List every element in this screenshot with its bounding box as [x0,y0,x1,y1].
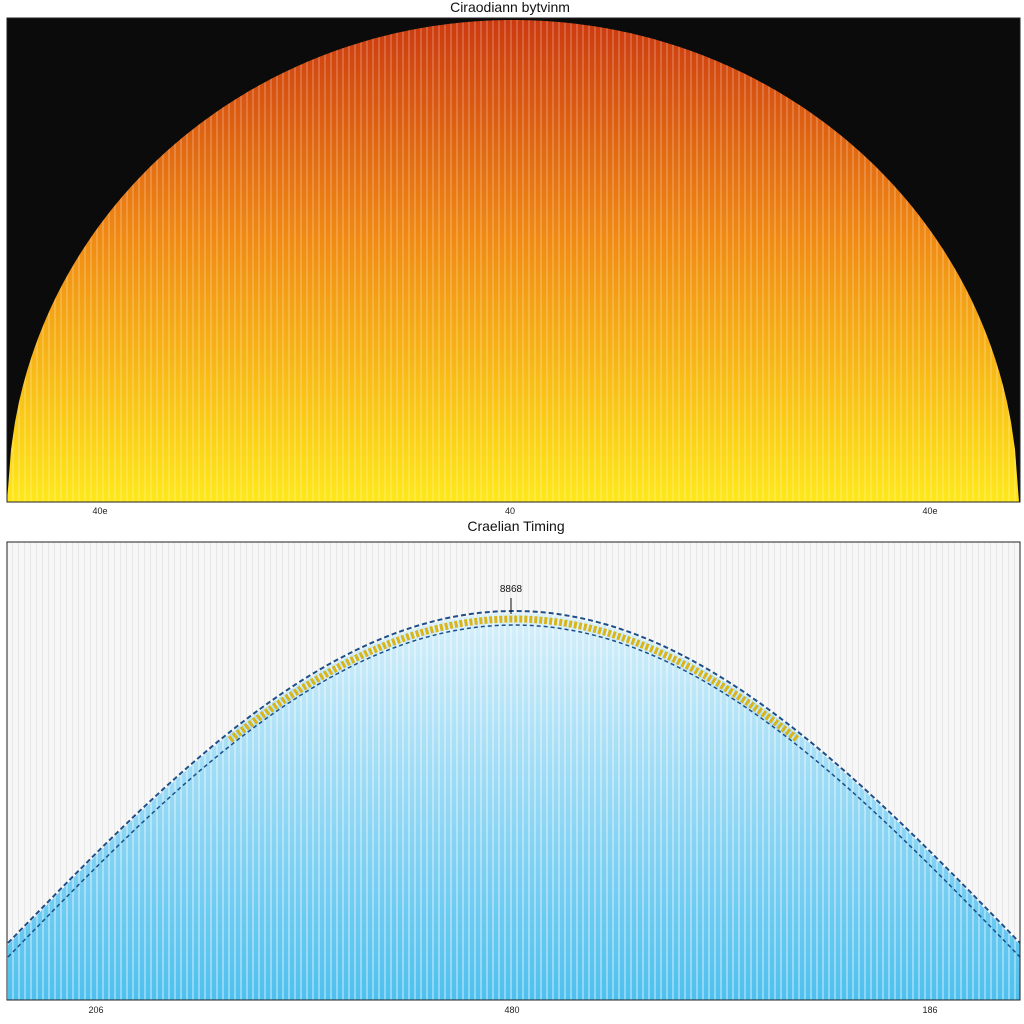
chart-2-area-stripes [8,613,1020,1000]
chart-1-area-stripes [7,20,1020,502]
chart-2-annotation: 8868 [500,584,523,595]
chart-1-title: Ciraodiann bytvinm [450,0,570,15]
chart-2-x-tick-1: 206 [88,1005,103,1015]
chart-1-x-tick-3: 40e [922,506,937,516]
chart-1-x-tick-1: 40e [92,506,107,516]
chart-1-frame [6,17,1021,503]
chart-2-x-tick-3: 186 [922,1005,937,1015]
chart-2-peak-band [227,615,801,743]
chart-2-dashed-curve-outer [7,610,1021,944]
chart-2-x-tick-2: 480 [504,1005,519,1015]
chart-2: Craelian Timing 8868 206 480 186 [6,518,1021,1015]
chart-2-frame [6,541,1021,1001]
chart-1-x-tick-2: 40 [505,506,515,516]
chart-2-title: Craelian Timing [467,518,564,534]
chart-1: Ciraodiann bytvinm 40e 40 40e [6,0,1021,516]
